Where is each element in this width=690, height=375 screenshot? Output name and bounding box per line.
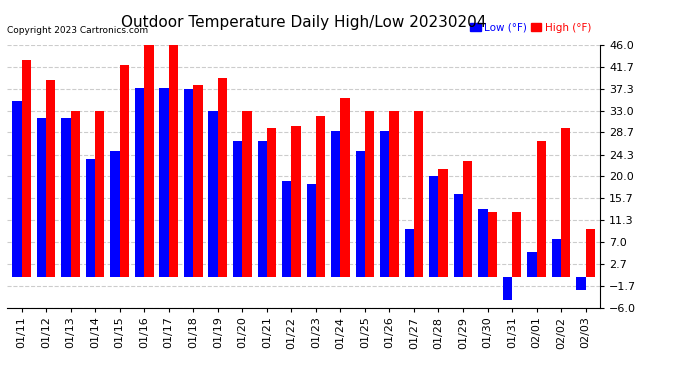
Bar — [37, 118, 46, 277]
Bar — [86, 159, 95, 277]
Bar — [193, 86, 203, 277]
Bar — [12, 100, 21, 277]
Bar — [380, 131, 389, 277]
Bar — [586, 229, 595, 277]
Bar — [453, 194, 463, 277]
Bar — [119, 65, 129, 277]
Bar — [503, 277, 512, 300]
Bar — [576, 277, 586, 290]
Bar — [70, 111, 80, 277]
Bar — [61, 118, 70, 277]
Bar — [110, 151, 119, 277]
Bar — [512, 211, 522, 277]
Text: Outdoor Temperature Daily High/Low 20230204: Outdoor Temperature Daily High/Low 20230… — [121, 15, 486, 30]
Bar — [438, 169, 448, 277]
Bar — [233, 141, 242, 277]
Bar — [365, 111, 374, 277]
Bar — [561, 128, 571, 277]
Bar — [46, 80, 55, 277]
Text: Copyright 2023 Cartronics.com: Copyright 2023 Cartronics.com — [7, 26, 148, 34]
Bar — [404, 229, 414, 277]
Bar — [169, 45, 178, 277]
Bar — [552, 239, 561, 277]
Bar — [291, 126, 301, 277]
Bar — [527, 252, 537, 277]
Bar — [414, 111, 423, 277]
Bar — [429, 176, 438, 277]
Bar — [389, 111, 399, 277]
Bar — [488, 211, 497, 277]
Bar — [184, 89, 193, 277]
Bar — [144, 45, 154, 277]
Bar — [95, 111, 104, 277]
Bar — [282, 181, 291, 277]
Bar — [316, 116, 325, 277]
Bar — [257, 141, 267, 277]
Bar — [159, 88, 169, 277]
Bar — [355, 151, 365, 277]
Bar — [208, 111, 218, 277]
Bar — [331, 131, 340, 277]
Bar — [306, 184, 316, 277]
Bar — [218, 78, 227, 277]
Legend: Low (°F), High (°F): Low (°F), High (°F) — [466, 19, 595, 37]
Bar — [242, 111, 252, 277]
Bar — [478, 209, 488, 277]
Bar — [537, 141, 546, 277]
Bar — [135, 88, 144, 277]
Bar — [21, 60, 31, 277]
Bar — [463, 161, 472, 277]
Bar — [267, 128, 276, 277]
Bar — [340, 98, 350, 277]
